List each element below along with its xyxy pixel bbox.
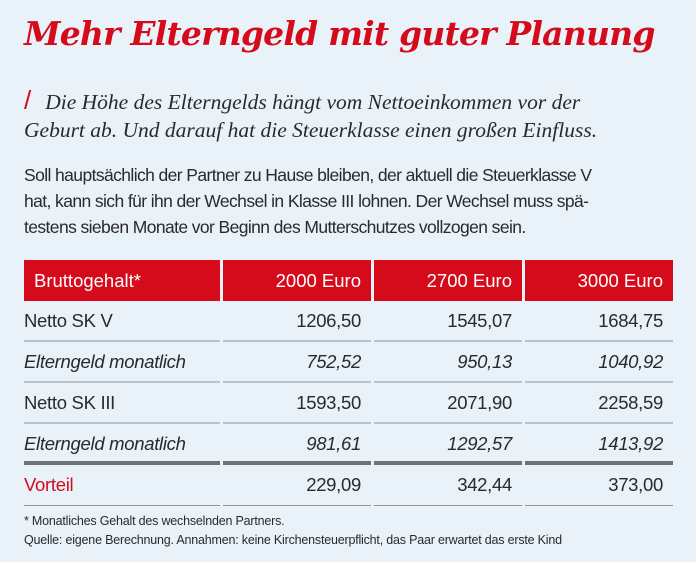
header-cell: Bruttogehalt*	[24, 260, 220, 301]
table-cell: 752,52	[223, 342, 371, 383]
body-line: Soll hauptsächlich der Partner zu Hause …	[24, 165, 592, 185]
header-cell: 2000 Euro	[223, 260, 371, 301]
body-paragraph: Soll hauptsächlich der Partner zu Hause …	[24, 162, 696, 240]
table-cell: 342,44	[374, 465, 522, 506]
table-cell: 2258,59	[525, 383, 673, 424]
page-title: Mehr Elterngeld mit guter Planung	[24, 14, 655, 53]
table-cell: 1292,57	[374, 424, 522, 465]
elterngeld-table: Bruttogehalt* 2000 Euro 2700 Euro 3000 E…	[24, 260, 673, 506]
row-label-vorteil: Vorteil	[24, 465, 220, 506]
table-cell: 1684,75	[525, 301, 673, 342]
header-cell: 2700 Euro	[374, 260, 522, 301]
footnote: * Monatliches Gehalt des wechselnden Par…	[24, 514, 285, 528]
table-cell: 1206,50	[223, 301, 371, 342]
row-label: Elterngeld monatlich	[24, 424, 220, 465]
lead-line-1: Die Höhe des Elterngelds hängt vom Netto…	[45, 90, 581, 114]
row-label: Netto SK III	[24, 383, 220, 424]
table-cell: 1040,92	[525, 342, 673, 383]
slash-marker: /	[24, 85, 32, 115]
header-cell: 3000 Euro	[525, 260, 673, 301]
table-cell: 1545,07	[374, 301, 522, 342]
body-line: testens sieben Monate vor Beginn des Mut…	[24, 217, 526, 237]
source-note: Quelle: eigene Berechnung. Annahmen: kei…	[24, 533, 562, 547]
table-cell: 1413,92	[525, 424, 673, 465]
row-label: Netto SK V	[24, 301, 220, 342]
table-cell: 2071,90	[374, 383, 522, 424]
table-cell: 981,61	[223, 424, 371, 465]
table-cell: 373,00	[525, 465, 673, 506]
table-cell: 229,09	[223, 465, 371, 506]
table-cell: 1593,50	[223, 383, 371, 424]
row-label: Elterngeld monatlich	[24, 342, 220, 383]
table-cell: 950,13	[374, 342, 522, 383]
body-line: hat, kann sich für ihn der Wechsel in Kl…	[24, 191, 589, 211]
lead-paragraph: / Die Höhe des Elterngelds hängt vom Nett…	[24, 86, 696, 144]
lead-line-2: Geburt ab. Und darauf hat die Steuerklas…	[24, 118, 598, 142]
